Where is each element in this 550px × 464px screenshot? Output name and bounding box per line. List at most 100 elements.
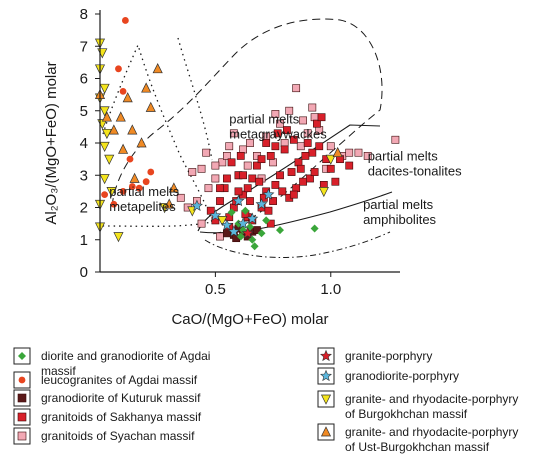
- region-label-0: partial melts metapelites: [109, 184, 180, 214]
- point-square-3-21: [308, 148, 317, 157]
- point-tri-down-7-3: [99, 83, 110, 94]
- y-tick-label: 8: [80, 6, 88, 23]
- point-tri-up-8-6: [127, 124, 138, 135]
- point-circle-1-3: [101, 191, 109, 199]
- legend-label-7: granite- and rhyodacite-porphyry of Burgo…: [345, 392, 518, 421]
- point-diamond-0-11: [236, 232, 245, 241]
- point-square-3-54: [266, 219, 275, 228]
- point-square-3-17: [289, 135, 298, 144]
- legend-label-1: leucogranites of Agdai massif: [41, 373, 198, 387]
- point-tri-up-8-14: [332, 146, 343, 158]
- point-square-4-3: [211, 174, 220, 183]
- point-square-4-20: [354, 148, 363, 157]
- legend-marker-tri-down: [320, 394, 332, 405]
- point-square-3-27: [345, 161, 354, 170]
- point-tri-up-8-5: [118, 143, 129, 154]
- point-square-4-25: [176, 193, 185, 202]
- legend: diorite and granodiorite of Agdai massifl…: [13, 347, 518, 454]
- point-tri-down-7-11: [106, 187, 117, 198]
- y-tick-label: 2: [80, 200, 88, 217]
- point-tri-up-8-1: [101, 111, 112, 122]
- region-label-3: partial melts amphibolites: [363, 197, 436, 227]
- point-square-3-22: [313, 119, 321, 128]
- point-square-3-34: [264, 206, 273, 215]
- legend-label-4: granitoids of Syachan massif: [41, 429, 195, 443]
- y-axis-title: Al₂O₃/(MgO+FeO) molar: [43, 61, 60, 224]
- point-square-4-12: [276, 119, 284, 128]
- point-circle-1-2: [119, 88, 127, 95]
- point-star-6-5: [246, 212, 259, 224]
- point-square-3-57: [239, 171, 247, 180]
- point-square-4-34: [243, 161, 252, 170]
- point-square-4-37: [271, 110, 280, 118]
- y-tick-label: 4: [80, 135, 88, 152]
- point-square-4-2: [204, 184, 213, 193]
- point-tri-up-8-11: [129, 172, 140, 183]
- point-square-3-50: [206, 206, 215, 215]
- point-square-4-24: [202, 148, 211, 157]
- point-square-3-19: [299, 177, 307, 186]
- point-tri-up-8-8: [141, 82, 152, 93]
- point-square-3-18: [294, 158, 303, 167]
- point-tri-up-8-9: [145, 101, 156, 112]
- point-square-4-0: [188, 168, 197, 176]
- point-square-3-8: [248, 174, 257, 183]
- point-square-4-28: [229, 129, 238, 138]
- point-square-3-44: [255, 177, 264, 186]
- point-circle-1-9: [119, 187, 127, 195]
- point-square-3-12: [266, 152, 275, 160]
- point-star-6-8: [232, 194, 245, 207]
- point-square-3-38: [296, 164, 305, 173]
- point-circle-1-7: [142, 178, 150, 186]
- y-tick-label: 7: [80, 38, 88, 55]
- point-square-3-56: [301, 152, 310, 160]
- y-tick-label: 3: [80, 167, 88, 184]
- point-square-3-33: [257, 155, 266, 164]
- point-diamond-0-0: [227, 208, 236, 217]
- amphibolite-field-boundary: [204, 231, 391, 259]
- region-label-1: partial melts metagraywackes: [229, 112, 327, 142]
- point-diamond-0-5: [248, 235, 257, 244]
- legend-marker-star: [320, 369, 332, 382]
- point-square-3-61: [243, 184, 252, 193]
- x-axis-title: CaO/(MgO+FeO) molar: [171, 311, 328, 328]
- legend-label-0: diorite and granodiorite of Agdai massif: [41, 349, 210, 378]
- legend-marker-star: [320, 349, 332, 362]
- point-circle-1-10: [126, 155, 134, 163]
- point-square-3-45: [273, 129, 282, 138]
- point-star-6-4: [237, 217, 250, 229]
- legend-label-3: granitoids of Sakhanya massif: [41, 410, 202, 424]
- point-star-5-0: [241, 227, 254, 239]
- data-points: [94, 17, 400, 251]
- point-square-3-29: [227, 158, 236, 167]
- point-tri-down-7-17: [217, 216, 228, 227]
- legend-marker-diamond: [18, 352, 26, 360]
- point-square-3-15: [280, 145, 289, 154]
- point-square-3-43: [234, 187, 243, 196]
- point-square-3-35: [269, 197, 277, 205]
- point-circle-1-8: [147, 168, 155, 176]
- point-square-3-37: [287, 168, 296, 176]
- point-square-3-14: [276, 171, 284, 180]
- x-tick-label: 1.0: [320, 281, 341, 298]
- point-tri-down-7-14: [113, 232, 124, 243]
- point-star-6-7: [262, 188, 275, 200]
- point-square-4-14: [292, 84, 301, 93]
- point-square-3-46: [283, 126, 291, 134]
- point-tri-up-8-10: [152, 63, 163, 74]
- point-diamond-0-9: [276, 226, 284, 235]
- axes: 0 1 2 3 4 5 6 7 8 0.5 1.0 CaO/(MgO+FeO) molar Al₂O₃/…: [43, 6, 400, 328]
- point-star-6-1: [209, 209, 222, 221]
- point-tri-down-7-19: [325, 154, 336, 165]
- y-tick-label: 5: [80, 103, 88, 120]
- point-tri-up-8-7: [136, 137, 147, 148]
- point-square-3-60: [262, 139, 271, 147]
- point-tri-up-8-12: [164, 198, 175, 209]
- point-square-4-11: [269, 158, 277, 167]
- point-square-3-1: [216, 197, 224, 205]
- point-circle-1-0: [121, 17, 129, 24]
- legend-marker-square: [17, 412, 27, 422]
- point-diamond-0-3: [241, 206, 250, 215]
- point-square-3-23: [317, 113, 326, 122]
- point-square-4-27: [223, 152, 231, 160]
